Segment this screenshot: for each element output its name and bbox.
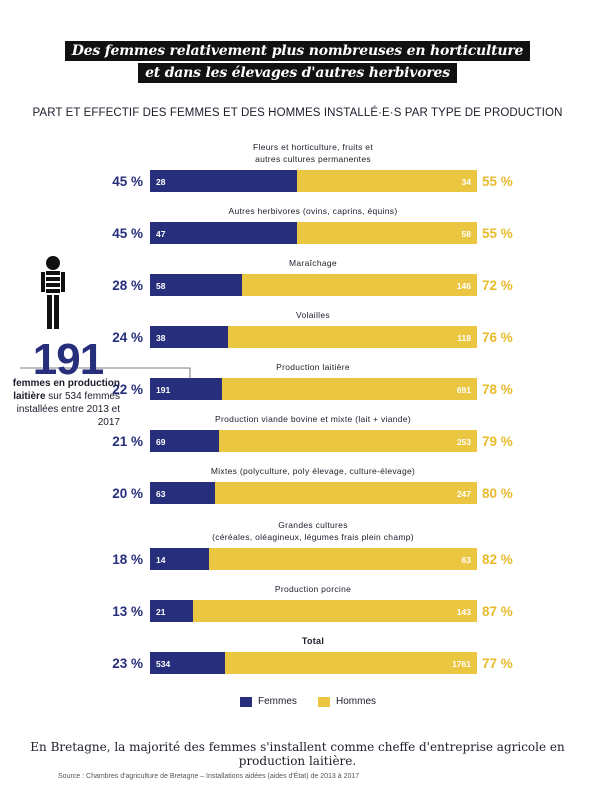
value-label-hommes: 143	[457, 607, 471, 617]
bar-hommes	[222, 378, 477, 400]
value-label-femmes: 534	[156, 659, 170, 669]
bar-hommes	[193, 600, 477, 622]
callout-number: 191	[32, 335, 104, 384]
value-label-hommes: 247	[457, 489, 471, 499]
bar-hommes	[242, 274, 477, 296]
category-label: Mixtes (polyculture, poly élevage, cultu…	[211, 466, 415, 476]
category-label: Volailles	[296, 310, 330, 320]
value-label-femmes: 38	[156, 333, 166, 343]
category-label: Total	[302, 636, 324, 646]
category-label: Maraîchage	[289, 258, 337, 268]
value-label-femmes: 69	[156, 437, 166, 447]
value-label-hommes: 691	[457, 385, 471, 395]
bar-hommes	[297, 222, 477, 244]
bar-hommes	[297, 170, 477, 192]
share-label-hommes: 72 %	[482, 278, 513, 293]
bar-femmes	[150, 482, 215, 504]
share-label-hommes: 76 %	[482, 330, 513, 345]
share-label-femmes: 18 %	[112, 552, 143, 567]
value-label-femmes: 47	[156, 229, 166, 239]
value-label-hommes: 1761	[452, 659, 471, 669]
category-label: autres cultures permanentes	[255, 154, 371, 164]
share-label-hommes: 80 %	[482, 486, 513, 501]
share-label-hommes: 87 %	[482, 604, 513, 619]
callout-connector	[20, 367, 191, 380]
chart-title: Des femmes relativement plus nombreuses …	[0, 40, 595, 84]
category-label: Fleurs et horticulture, fruits et	[253, 142, 373, 152]
value-label-femmes: 28	[156, 177, 166, 187]
legend-label-hommes: Hommes	[336, 696, 377, 707]
bar-hommes	[225, 652, 477, 674]
woman-figure-icon	[41, 256, 65, 329]
value-label-hommes: 253	[457, 437, 471, 447]
legend-label-femmes: Femmes	[258, 696, 297, 707]
value-label-femmes: 63	[156, 489, 166, 499]
category-label: Production laitière	[276, 362, 350, 372]
share-label-femmes: 22 %	[112, 382, 143, 397]
category-label: Production porcine	[275, 584, 351, 594]
title-line-2: et dans les élevages d'autres herbivores	[138, 63, 457, 83]
chart-subtitle: PART ET EFFECTIF DES FEMMES ET DES HOMME…	[32, 107, 563, 119]
value-label-hommes: 34	[462, 177, 472, 187]
value-label-hommes: 63	[462, 555, 472, 565]
share-label-hommes: 55 %	[482, 174, 513, 189]
value-label-femmes: 191	[156, 385, 170, 395]
bar-femmes	[150, 326, 228, 348]
legend-swatch-hommes	[318, 697, 330, 707]
share-label-femmes: 45 %	[112, 226, 143, 241]
source-note: Source : Chambres d'agriculture de Breta…	[58, 773, 360, 780]
bar-femmes	[150, 548, 209, 570]
category-label: (céréales, oléagineux, légumes frais ple…	[212, 532, 414, 542]
callout-text-bold: femmes en production laitière	[12, 378, 120, 402]
value-label-hommes: 146	[457, 281, 471, 291]
share-label-femmes: 45 %	[112, 174, 143, 189]
share-label-femmes: 13 %	[112, 604, 143, 619]
bar-hommes	[215, 482, 477, 504]
bar-femmes	[150, 222, 297, 244]
bar-femmes	[150, 600, 193, 622]
callout-text: femmes en production laitière sur 534 fe…	[10, 377, 120, 429]
share-label-femmes: 21 %	[112, 434, 143, 449]
share-label-femmes: 28 %	[112, 278, 143, 293]
share-label-hommes: 55 %	[482, 226, 513, 241]
bar-femmes	[150, 274, 242, 296]
callout-text-rest: sur 534 femmes installées entre 2013 et …	[16, 391, 120, 428]
bar-hommes	[228, 326, 477, 348]
footer-caption: En Bretagne, la majorité des femmes s'in…	[30, 740, 565, 768]
category-label: Grandes cultures	[278, 520, 348, 530]
value-label-femmes: 21	[156, 607, 166, 617]
share-label-femmes: 23 %	[112, 656, 143, 671]
share-label-hommes: 79 %	[482, 434, 513, 449]
value-label-femmes: 58	[156, 281, 166, 291]
share-label-hommes: 82 %	[482, 552, 513, 567]
category-label: Production viande bovine et mixte (lait …	[215, 414, 411, 424]
bar-femmes	[150, 652, 225, 674]
bar-hommes	[219, 430, 477, 452]
share-label-hommes: 78 %	[482, 382, 513, 397]
bar-femmes	[150, 430, 219, 452]
share-label-femmes: 20 %	[112, 486, 143, 501]
title-line-1: Des femmes relativement plus nombreuses …	[64, 41, 531, 61]
share-label-femmes: 24 %	[112, 330, 143, 345]
bar-femmes	[150, 378, 222, 400]
share-label-hommes: 77 %	[482, 656, 513, 671]
category-label: Autres herbivores (ovins, caprins, équin…	[229, 206, 398, 216]
bar-hommes	[209, 548, 477, 570]
bar-femmes	[150, 170, 297, 192]
legend-swatch-femmes	[240, 697, 252, 707]
stacked-bar-chart: Fleurs et horticulture, fruits et autres …	[20, 142, 513, 674]
value-label-hommes: 118	[457, 333, 471, 343]
value-label-femmes: 14	[156, 555, 166, 565]
value-label-hommes: 58	[462, 229, 472, 239]
